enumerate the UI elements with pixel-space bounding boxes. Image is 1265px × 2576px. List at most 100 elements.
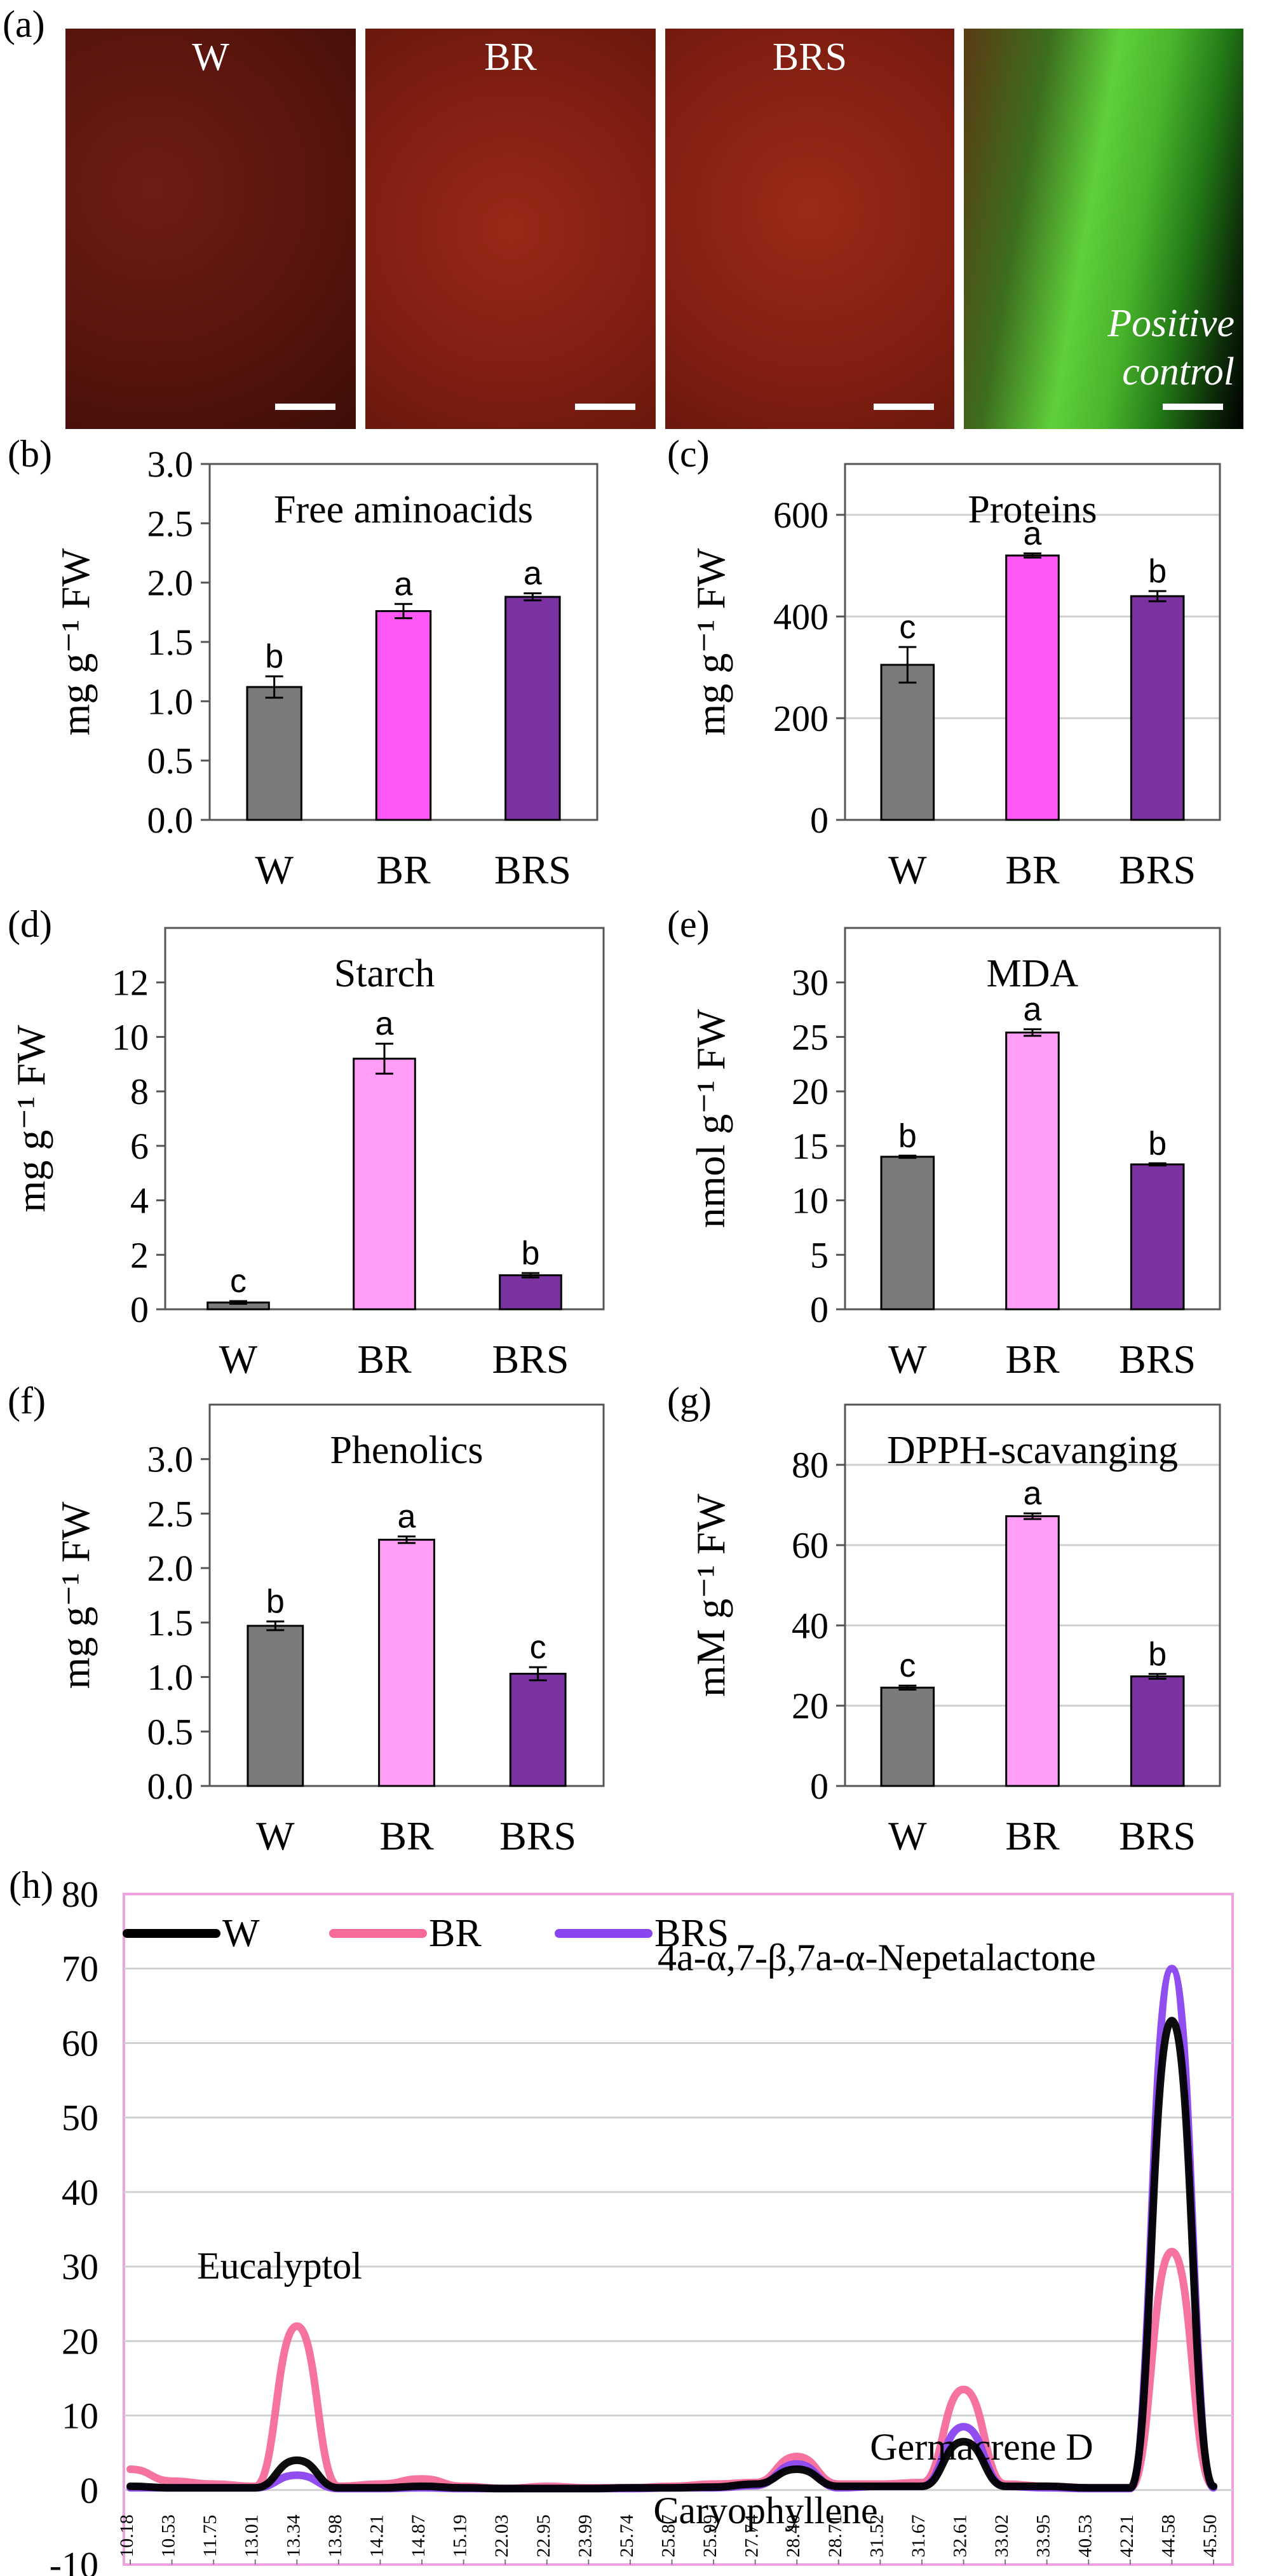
chart-phenolics: 0.0 0.5 1.0 1.5 2.0 2.5 3.0 mg g⁻¹ FW Phenolics b…: [53, 1403, 605, 1858]
y-tick-label: 6: [130, 1126, 149, 1167]
x-tick-label: BRS: [1119, 1813, 1196, 1858]
x-tick-label: 10.18: [116, 2514, 137, 2558]
x-tick-label: 42.21: [1116, 2514, 1137, 2558]
y-tick-label: 4: [130, 1180, 149, 1222]
chart-proteins: 0 200 400 600 mg g⁻¹ FW Proteins c Wa BR b BRS: [688, 463, 1221, 892]
x-tick-label: 13.98: [325, 2514, 346, 2558]
y-tick-label: 80: [792, 1445, 829, 1486]
x-tick-label: 13.01: [241, 2514, 262, 2558]
y-axis-label: nmol g⁻¹ FW: [688, 1009, 733, 1228]
y-tick-label: 1.0: [147, 681, 194, 722]
significance-letter: a: [1024, 515, 1042, 552]
peak-annotation: Germacrene D: [870, 2426, 1093, 2468]
x-tick-label: 44.58: [1158, 2514, 1179, 2558]
y-tick-label: 2.5: [147, 1493, 194, 1534]
x-tick-label: 27.74: [741, 2514, 762, 2558]
x-tick-label: W: [888, 847, 927, 892]
bar-br: [375, 610, 432, 821]
series-line-w: [126, 2017, 1217, 2493]
significance-letter: c: [899, 1647, 916, 1684]
x-tick-label: BR: [379, 1813, 434, 1858]
y-tick-label: 15: [792, 1126, 829, 1167]
x-tick-label: 40.53: [1074, 2514, 1095, 2558]
y-tick-label: 1.5: [147, 1602, 194, 1644]
y-tick-label: 2.5: [147, 503, 194, 544]
chart-title: MDA: [987, 952, 1079, 995]
y-tick-label: 10: [62, 2395, 98, 2437]
y-tick-label: 0.5: [147, 740, 194, 782]
x-tick-label: W: [256, 1813, 295, 1858]
peak-annotation: 4a-α,7-β,7a-α-Nepetalactone: [658, 1937, 1096, 1979]
bar-br: [1005, 554, 1060, 821]
y-axis-label: mg g⁻¹ FW: [53, 1501, 98, 1689]
y-tick-label: 5: [810, 1234, 829, 1276]
bar-w: [880, 1686, 935, 1787]
x-tick-label: 15.19: [450, 2514, 471, 2558]
chart-dpph-scavenging: 0 20 40 60 80 mM g⁻¹ FW DPPH-scavanging c Wa BR b B…: [688, 1403, 1221, 1858]
bar-w: [880, 1155, 935, 1311]
panel-label-a: (a): [3, 3, 45, 45]
y-axis-label: mg g⁻¹ FW: [688, 548, 733, 735]
y-tick-label: 400: [773, 596, 829, 637]
legend-label-br: BR: [429, 1912, 482, 1955]
y-tick-label: 0: [810, 1766, 829, 1807]
peak-annotation: Eucalyptol: [197, 2245, 362, 2287]
y-tick-label: 10: [112, 1016, 149, 1058]
x-tick-label: BRS: [499, 1813, 576, 1858]
micrograph-brs: BRS: [665, 29, 954, 429]
y-tick-label: -10: [50, 2544, 98, 2576]
y-tick-label: 8: [130, 1071, 149, 1112]
significance-letter: b: [1148, 553, 1167, 590]
y-tick-label: 10: [792, 1180, 829, 1222]
x-tick-label: BRS: [1119, 847, 1196, 892]
y-tick-label: 0: [810, 1289, 829, 1330]
significance-letter: a: [375, 1005, 394, 1042]
micrograph-label-w: W: [192, 36, 229, 79]
y-tick-label: 0: [810, 800, 829, 841]
significance-letter: a: [1024, 1475, 1042, 1512]
bar-w: [247, 1625, 304, 1787]
panel-label-e: (e): [667, 903, 710, 945]
y-tick-label: 25: [792, 1016, 829, 1058]
x-tick-label: BRS: [492, 1337, 569, 1382]
y-tick-label: 60: [792, 1525, 829, 1566]
x-tick-label: BR: [1005, 847, 1060, 892]
bar-br: [353, 1058, 416, 1311]
micrograph-label-brs: BRS: [772, 36, 848, 79]
x-tick-label: BRS: [1119, 1337, 1196, 1382]
chart-mda: 0 5 10 15 20 25 30 nmol g⁻¹ FW MDA b Wa BR b BRS: [688, 927, 1221, 1382]
chart-title: Proteins: [968, 488, 1097, 531]
significance-letter: b: [265, 638, 283, 675]
x-tick-label: 25.74: [616, 2514, 637, 2558]
y-tick-label: 20: [62, 2320, 98, 2362]
y-tick-label: 1.5: [147, 622, 194, 663]
significance-letter: a: [395, 566, 413, 603]
scale-bar: [1163, 404, 1223, 410]
y-tick-label: 70: [62, 1948, 98, 1989]
y-tick-label: 3.0: [147, 444, 194, 485]
x-tick-label: 22.95: [533, 2514, 554, 2558]
bar-brs: [509, 1672, 567, 1787]
micrograph-br: BR: [365, 29, 656, 429]
significance-letter: b: [1148, 1636, 1167, 1673]
panel-label-h: (h): [9, 1864, 53, 1906]
bar-brs: [499, 1274, 562, 1311]
x-tick-label: W: [255, 847, 294, 892]
significance-letter: c: [899, 609, 916, 646]
y-tick-label: 50: [62, 2097, 98, 2139]
x-tick-label: BR: [1005, 1813, 1060, 1858]
micrograph-positive-control: Positive control: [964, 29, 1243, 429]
x-tick-label: 14.87: [408, 2514, 429, 2558]
x-tick-label: 10.53: [158, 2514, 179, 2558]
x-tick-label: 28.71: [825, 2514, 846, 2558]
x-tick-label: 25.99: [700, 2514, 720, 2558]
x-tick-label: BR: [1005, 1337, 1060, 1382]
legend-label-brs: BRS: [654, 1912, 729, 1955]
y-tick-label: 0: [130, 1289, 149, 1330]
micrograph-label-positive-control: Positive control: [1107, 302, 1235, 393]
y-tick-label: 12: [112, 962, 149, 1004]
bar-w: [880, 664, 935, 821]
bar-w: [246, 686, 302, 821]
bar-brs: [504, 596, 561, 821]
